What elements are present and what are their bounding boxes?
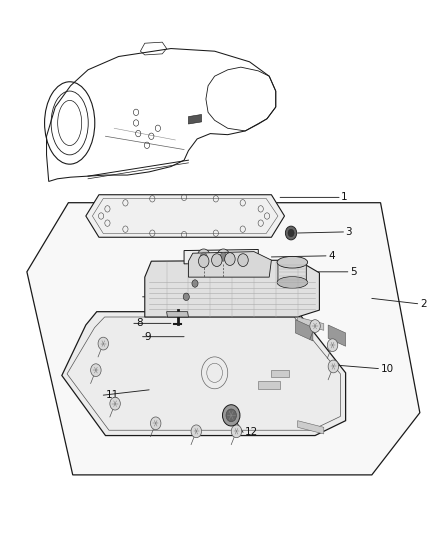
Text: 8: 8 (136, 318, 143, 328)
Circle shape (310, 320, 320, 333)
Circle shape (191, 425, 201, 438)
Polygon shape (297, 317, 324, 330)
Circle shape (217, 249, 230, 265)
Circle shape (231, 425, 242, 438)
Circle shape (225, 253, 235, 265)
Text: 10: 10 (381, 364, 394, 374)
Circle shape (200, 253, 207, 261)
Circle shape (212, 254, 222, 266)
Polygon shape (86, 195, 285, 237)
Circle shape (288, 229, 294, 237)
Polygon shape (272, 370, 289, 377)
Polygon shape (62, 312, 346, 435)
Text: 7: 7 (145, 292, 152, 302)
Circle shape (328, 360, 339, 373)
Circle shape (91, 364, 101, 376)
Circle shape (226, 409, 237, 422)
Text: 9: 9 (145, 332, 152, 342)
Polygon shape (27, 203, 420, 475)
Polygon shape (295, 320, 313, 341)
Polygon shape (258, 381, 280, 389)
Polygon shape (145, 260, 319, 317)
Circle shape (110, 397, 120, 410)
Polygon shape (184, 249, 258, 264)
Polygon shape (188, 252, 272, 277)
Polygon shape (297, 421, 324, 434)
Circle shape (183, 293, 189, 301)
Text: 12: 12 (245, 427, 258, 438)
Circle shape (197, 249, 210, 265)
Polygon shape (166, 312, 188, 317)
Text: 11: 11 (106, 390, 119, 400)
Circle shape (220, 253, 227, 261)
Circle shape (327, 339, 338, 352)
Text: 5: 5 (350, 267, 357, 277)
Ellipse shape (277, 277, 307, 288)
Text: 2: 2 (420, 298, 427, 309)
Circle shape (223, 405, 240, 426)
Circle shape (198, 255, 209, 268)
Circle shape (98, 337, 109, 350)
Polygon shape (278, 262, 306, 284)
Text: 6: 6 (158, 279, 165, 288)
Text: 3: 3 (346, 227, 352, 237)
Text: 1: 1 (341, 192, 348, 203)
Circle shape (238, 254, 248, 266)
Polygon shape (328, 325, 346, 346)
Polygon shape (188, 115, 201, 124)
Circle shape (286, 226, 297, 240)
Ellipse shape (277, 256, 307, 268)
Circle shape (192, 280, 198, 287)
Circle shape (150, 417, 161, 430)
Text: 4: 4 (328, 251, 335, 261)
